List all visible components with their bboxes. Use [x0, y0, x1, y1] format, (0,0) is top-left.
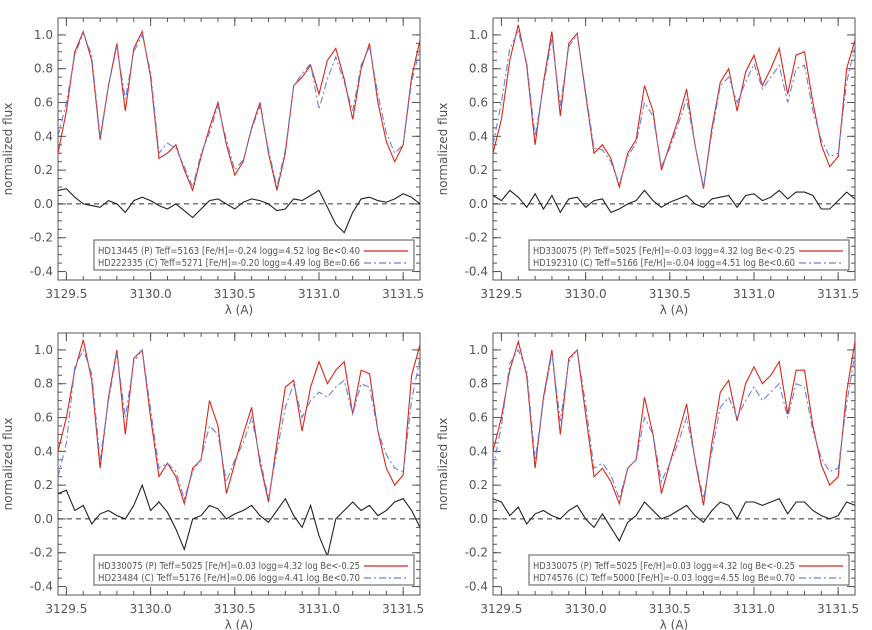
series-line-comparison: [58, 348, 420, 501]
y-tick-label: -0.4: [465, 265, 488, 279]
chart-panel-3: 3129.5 3130.0 3130.5 3131.0 3131.5 -0.4 -0.2 0.…: [1, 332, 424, 630]
chart-panel-2: 3129.5 3130.0 3130.5 3131.0 3131.5 -0.4 -0.2 0.…: [436, 17, 859, 317]
x-axis-label: λ (A): [660, 618, 689, 630]
legend-entry: HD23484 (C) Teff=5176 [Fe/H]=0.06 logg=4…: [98, 573, 360, 584]
legend-entry: HD330075 (P) Teff=5025 [Fe/H]=0.03 logg=…: [98, 561, 360, 572]
y-axis-label: normalized flux: [436, 103, 450, 196]
legend-box: [93, 554, 415, 586]
y-tick-label: 1.0: [34, 28, 53, 42]
series-line-difference: [493, 498, 855, 543]
legend-box: [528, 239, 850, 271]
y-tick-label: 0.8: [34, 62, 53, 76]
plot-frame: [492, 332, 856, 596]
y-tick-label: 0.2: [469, 478, 488, 492]
series-line-planet-host: [493, 24, 855, 190]
y-tick-label: 0.0: [34, 512, 53, 526]
y-axis-label: normalized flux: [1, 418, 15, 511]
series-line-planet-host: [493, 339, 855, 506]
plot-frame: [57, 17, 421, 281]
y-tick-label: 0.4: [469, 444, 488, 458]
x-tick-label: 3129.5: [480, 287, 522, 301]
y-tick-label: -0.2: [30, 231, 53, 245]
y-tick-label: 0.2: [34, 478, 53, 492]
x-tick-label: 3129.5: [45, 602, 87, 616]
y-tick-label: 0.8: [469, 377, 488, 391]
plot-frame: [57, 332, 421, 596]
legend-box: [528, 554, 850, 586]
y-tick-label: -0.2: [465, 546, 488, 560]
y-tick-label: 0.8: [34, 377, 53, 391]
x-tick-label: 3130.5: [649, 602, 691, 616]
y-tick-label: -0.2: [465, 231, 488, 245]
y-axis-label: normalized flux: [1, 103, 15, 196]
x-tick-label: 3130.5: [214, 602, 256, 616]
x-axis-label: λ (A): [225, 618, 254, 630]
y-tick-label: 0.4: [34, 444, 53, 458]
series-line-difference: [58, 483, 420, 558]
x-axis-label: λ (A): [660, 303, 689, 317]
chart-panel-4: 3129.5 3130.0 3130.5 3131.0 3131.5 -0.4 -0.2 0.…: [436, 332, 859, 630]
legend-entry: HD330075 (P) Teff=5025 [Fe/H]=-0.03 logg…: [533, 246, 795, 257]
y-tick-label: 0.4: [34, 129, 53, 143]
legend-entry: HD74576 (C) Teff=5000 [Fe/H]=-0.03 logg=…: [533, 573, 795, 584]
plot-frame: [492, 17, 856, 281]
series-line-comparison: [58, 31, 420, 189]
series-line-comparison: [493, 29, 855, 188]
series-line-difference: [493, 189, 855, 214]
y-tick-label: 0.0: [34, 197, 53, 211]
legend-box: [93, 239, 415, 271]
y-tick-label: 1.0: [469, 28, 488, 42]
x-tick-label: 3131.5: [817, 602, 859, 616]
series-line-planet-host: [58, 29, 420, 193]
x-tick-label: 3131.5: [382, 602, 424, 616]
x-tick-label: 3131.0: [733, 287, 775, 301]
x-tick-label: 3130.0: [130, 287, 172, 301]
y-tick-label: 0.4: [469, 129, 488, 143]
y-tick-label: 0.8: [469, 62, 488, 76]
series-line-planet-host: [58, 339, 420, 506]
y-tick-label: -0.4: [465, 580, 488, 594]
chart-panel-1: 3129.5 3130.0 3130.5 3131.0 3131.5 -0.4 -0.2 0.…: [1, 17, 424, 317]
y-tick-label: 0.6: [469, 411, 488, 425]
x-tick-label: 3130.5: [649, 287, 691, 301]
x-tick-label: 3131.0: [298, 602, 340, 616]
x-tick-label: 3130.0: [130, 602, 172, 616]
y-tick-label: -0.4: [30, 580, 53, 594]
x-tick-label: 3129.5: [45, 287, 87, 301]
y-tick-label: 0.0: [469, 512, 488, 526]
y-tick-label: 0.6: [34, 96, 53, 110]
x-tick-label: 3131.5: [817, 287, 859, 301]
x-tick-label: 3131.0: [733, 602, 775, 616]
x-tick-label: 3130.5: [214, 287, 256, 301]
y-tick-label: -0.2: [30, 546, 53, 560]
series-line-comparison: [493, 348, 855, 501]
y-tick-label: 0.2: [34, 163, 53, 177]
y-tick-label: 1.0: [469, 343, 488, 357]
x-tick-label: 3130.0: [565, 602, 607, 616]
y-tick-label: 1.0: [34, 343, 53, 357]
y-axis-label: normalized flux: [436, 418, 450, 511]
x-tick-label: 3129.5: [480, 602, 522, 616]
series-line-difference: [58, 188, 420, 234]
y-tick-label: -0.4: [30, 265, 53, 279]
x-tick-label: 3131.0: [298, 287, 340, 301]
legend-entry: HD13445 (P) Teff=5163 [Fe/H]=-0.24 logg=…: [98, 246, 360, 257]
x-axis-label: λ (A): [225, 303, 254, 317]
y-tick-label: 0.6: [469, 96, 488, 110]
x-tick-label: 3131.5: [382, 287, 424, 301]
y-tick-label: 0.2: [469, 163, 488, 177]
legend-entry: HD330075 (P) Teff=5025 [Fe/H]=0.03 logg=…: [533, 561, 795, 572]
y-tick-label: 0.6: [34, 411, 53, 425]
y-tick-label: 0.0: [469, 197, 488, 211]
legend-entry: HD192310 (C) Teff=5166 [Fe/H]=-0.04 logg…: [533, 258, 795, 269]
legend-entry: HD222335 (C) Teff=5271 [Fe/H]=-0.20 logg…: [98, 258, 360, 269]
x-tick-label: 3130.0: [565, 287, 607, 301]
